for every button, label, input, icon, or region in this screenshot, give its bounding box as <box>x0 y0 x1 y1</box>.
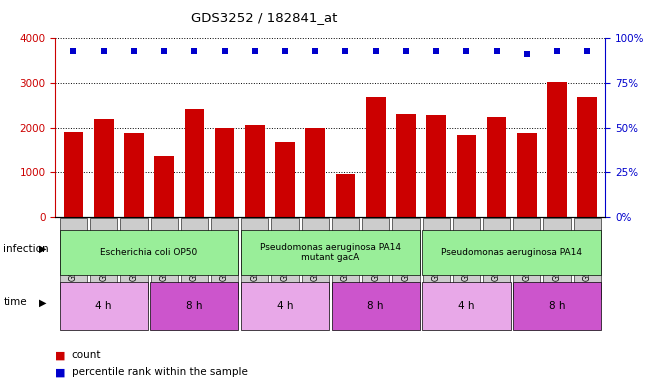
Point <box>249 48 260 54</box>
Bar <box>245 126 265 217</box>
FancyBboxPatch shape <box>211 218 238 299</box>
FancyBboxPatch shape <box>513 282 602 330</box>
Text: GSM135324: GSM135324 <box>130 235 139 281</box>
Text: Pseudomonas aeruginosa PA14
mutant gacA: Pseudomonas aeruginosa PA14 mutant gacA <box>260 243 401 262</box>
Text: 4 h: 4 h <box>458 301 475 311</box>
Point <box>219 48 230 54</box>
FancyBboxPatch shape <box>150 282 238 330</box>
Text: GDS3252 / 182841_at: GDS3252 / 182841_at <box>191 12 338 25</box>
FancyBboxPatch shape <box>332 218 359 299</box>
Text: ▶: ▶ <box>38 243 46 254</box>
Text: GSM135329: GSM135329 <box>281 235 290 281</box>
Text: 4 h: 4 h <box>96 301 112 311</box>
FancyBboxPatch shape <box>150 218 178 299</box>
Point <box>370 48 381 54</box>
Text: 4 h: 4 h <box>277 301 294 311</box>
Bar <box>366 97 385 217</box>
FancyBboxPatch shape <box>331 282 420 330</box>
Bar <box>487 116 506 217</box>
Bar <box>426 115 446 217</box>
FancyBboxPatch shape <box>242 218 268 299</box>
FancyBboxPatch shape <box>483 218 510 299</box>
Point <box>280 48 290 54</box>
Point <box>492 48 502 54</box>
Text: 8 h: 8 h <box>549 301 565 311</box>
FancyBboxPatch shape <box>181 218 208 299</box>
FancyBboxPatch shape <box>60 218 87 299</box>
Bar <box>517 134 536 217</box>
Point <box>98 48 109 54</box>
Text: GSM135328: GSM135328 <box>251 235 259 281</box>
Point <box>461 48 471 54</box>
Point <box>401 48 411 54</box>
Text: time: time <box>3 297 27 308</box>
Bar <box>154 156 174 217</box>
Bar <box>305 127 325 217</box>
Bar <box>336 174 355 217</box>
Bar <box>184 109 204 217</box>
Text: ■: ■ <box>55 367 66 377</box>
Text: 8 h: 8 h <box>186 301 202 311</box>
FancyBboxPatch shape <box>90 218 117 299</box>
FancyBboxPatch shape <box>422 218 450 299</box>
Bar <box>64 132 83 217</box>
Text: Pseudomonas aeruginosa PA14: Pseudomonas aeruginosa PA14 <box>441 248 582 257</box>
Text: GSM135386: GSM135386 <box>553 235 562 281</box>
Text: GSM135330: GSM135330 <box>311 235 320 281</box>
FancyBboxPatch shape <box>271 218 299 299</box>
Point <box>431 48 441 54</box>
Text: Escherichia coli OP50: Escherichia coli OP50 <box>100 248 198 257</box>
Point <box>521 51 532 58</box>
Point <box>68 48 79 54</box>
Text: GSM135382: GSM135382 <box>432 235 441 281</box>
Text: GSM135365: GSM135365 <box>402 235 410 281</box>
Text: GSM135323: GSM135323 <box>99 235 108 281</box>
Point <box>582 48 592 54</box>
FancyBboxPatch shape <box>574 218 601 299</box>
FancyBboxPatch shape <box>422 282 510 330</box>
Text: GSM135384: GSM135384 <box>492 235 501 281</box>
Text: GSM135322: GSM135322 <box>69 235 78 281</box>
FancyBboxPatch shape <box>362 218 389 299</box>
Text: 8 h: 8 h <box>367 301 384 311</box>
Bar <box>547 82 567 217</box>
Bar <box>577 97 597 217</box>
FancyBboxPatch shape <box>301 218 329 299</box>
Bar <box>124 133 144 217</box>
Point <box>159 48 169 54</box>
Text: GSM135326: GSM135326 <box>190 235 199 281</box>
FancyBboxPatch shape <box>544 218 571 299</box>
Text: GSM135327: GSM135327 <box>220 235 229 281</box>
Point <box>310 48 320 54</box>
Point <box>129 48 139 54</box>
Text: count: count <box>72 350 101 360</box>
Text: ▶: ▶ <box>38 297 46 308</box>
Text: GSM135383: GSM135383 <box>462 235 471 281</box>
FancyBboxPatch shape <box>60 230 238 275</box>
FancyBboxPatch shape <box>120 218 148 299</box>
Text: GSM135355: GSM135355 <box>371 235 380 281</box>
FancyBboxPatch shape <box>453 218 480 299</box>
Point <box>189 48 200 54</box>
Text: GSM135325: GSM135325 <box>159 235 169 281</box>
FancyBboxPatch shape <box>241 282 329 330</box>
FancyBboxPatch shape <box>60 282 148 330</box>
FancyBboxPatch shape <box>393 218 419 299</box>
Bar <box>456 135 477 217</box>
FancyBboxPatch shape <box>513 218 540 299</box>
Text: infection: infection <box>3 243 49 254</box>
Text: ■: ■ <box>55 350 66 360</box>
Text: GSM135340: GSM135340 <box>341 235 350 281</box>
Point <box>552 48 562 54</box>
Text: percentile rank within the sample: percentile rank within the sample <box>72 367 247 377</box>
Bar <box>94 119 113 217</box>
Bar <box>275 142 295 217</box>
FancyBboxPatch shape <box>422 230 602 275</box>
Point <box>340 48 351 54</box>
Bar <box>396 114 416 217</box>
Text: GSM135387: GSM135387 <box>583 235 592 281</box>
FancyBboxPatch shape <box>241 230 420 275</box>
Text: GSM135385: GSM135385 <box>522 235 531 281</box>
Bar <box>215 127 234 217</box>
